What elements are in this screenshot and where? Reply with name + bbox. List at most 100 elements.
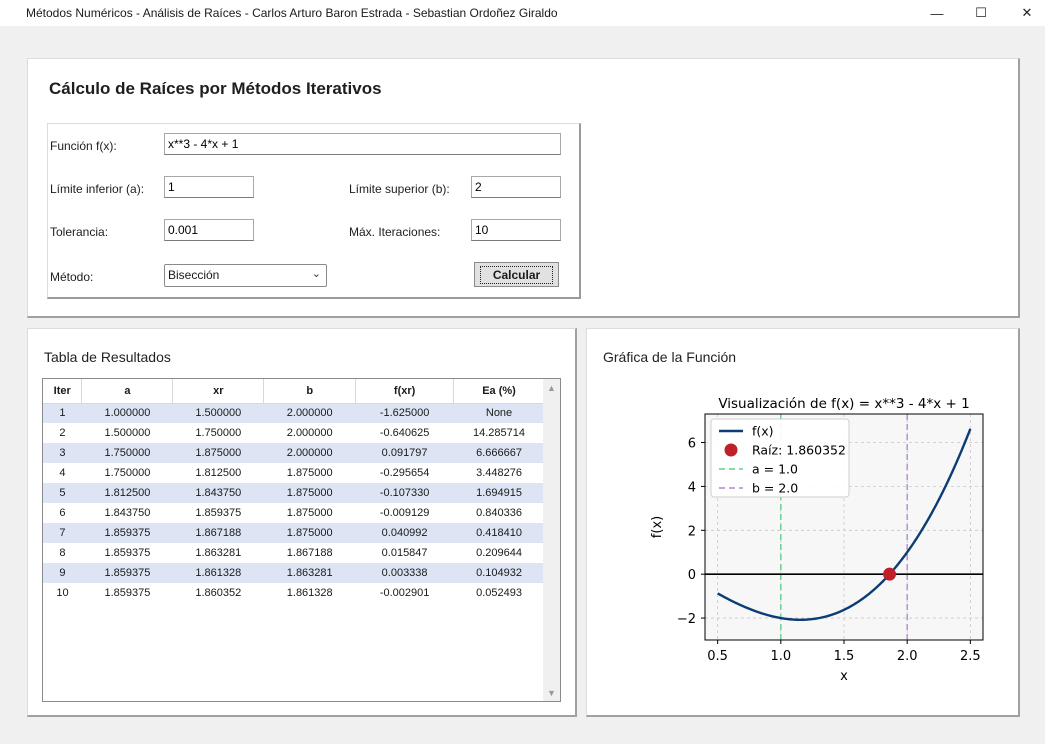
- method-select-value: Bisección: [168, 268, 220, 282]
- table-cell: -1.625000: [355, 403, 454, 423]
- legend-box: [710, 418, 850, 498]
- scroll-up-icon[interactable]: ▲: [547, 382, 556, 393]
- table-cell: 1.812500: [81, 483, 173, 503]
- table-header-row: Iter a xr b f(xr) Ea (%): [43, 379, 545, 404]
- table-cell: 2.000000: [263, 403, 356, 423]
- table-cell: 1.750000: [104, 467, 151, 479]
- function-label: Función f(x):: [50, 139, 117, 153]
- table-cell: 1.859375: [104, 587, 151, 599]
- x-tick-label: 1.5: [834, 649, 855, 664]
- root-point: [883, 567, 897, 581]
- function-input[interactable]: [164, 133, 561, 155]
- table-cell: 1.875000: [286, 507, 333, 519]
- x-tick-label: 2.5: [960, 649, 981, 664]
- table-row[interactable]: 1 1.000000 1.500000 2.000000 -1.625000 None: [43, 403, 545, 423]
- table-cell: -0.002901: [379, 587, 430, 599]
- calculate-button[interactable]: Calcular: [474, 262, 559, 287]
- lower-limit-label: Límite inferior (a):: [50, 182, 145, 196]
- x-axis-label: x: [840, 669, 848, 684]
- table-cell: 0.015847: [381, 547, 428, 559]
- table-cell: 1.875000: [263, 523, 356, 543]
- table-cell: 2: [59, 427, 66, 439]
- table-cell: 1.694915: [453, 483, 545, 503]
- table-cell: 1.863281: [195, 547, 242, 559]
- table-cell: 8: [59, 547, 66, 559]
- column-header-b[interactable]: b: [263, 379, 357, 404]
- table-cell: 0.052493: [476, 587, 522, 599]
- table-row[interactable]: 10 1.859375 1.860352 1.861328 -0.002901 0.052…: [43, 583, 545, 603]
- table-row[interactable]: 2 1.500000 1.750000 2.000000 -0.640625 14.285…: [43, 423, 545, 443]
- table-cell: 9: [43, 563, 82, 583]
- window-title: Métodos Numéricos - Análisis de Raíces -…: [26, 6, 558, 20]
- column-header-iter[interactable]: Iter: [43, 379, 83, 404]
- upper-limit-input[interactable]: [471, 176, 561, 198]
- table-row[interactable]: 6 1.843750 1.859375 1.875000 -0.009129 0.8403…: [43, 503, 545, 523]
- table-cell: 1.750000: [195, 427, 242, 439]
- series-fx-line: [717, 428, 972, 621]
- table-cell: 0.104932: [453, 563, 545, 583]
- table-cell: 1.750000: [81, 443, 173, 463]
- table-cell: 1.859375: [81, 523, 173, 543]
- table-cell: 2.000000: [286, 427, 333, 439]
- window-titlebar: Métodos Numéricos - Análisis de Raíces -…: [0, 0, 1045, 26]
- table-cell: 2.000000: [263, 443, 356, 463]
- table-row[interactable]: 4 1.750000 1.812500 1.875000 -0.295654 3.4482…: [43, 463, 545, 483]
- table-row[interactable]: 8 1.859375 1.863281 1.867188 0.015847 0.20964…: [43, 543, 545, 563]
- close-button[interactable]: ✕: [1021, 5, 1033, 20]
- method-label: Método:: [50, 270, 94, 284]
- column-header-a[interactable]: a: [81, 379, 174, 404]
- table-cell: 6.666667: [453, 443, 545, 463]
- table-row[interactable]: 5 1.812500 1.843750 1.875000 -0.107330 1.6949…: [43, 483, 545, 503]
- graph-title: Gráfica de la Función: [603, 349, 737, 365]
- max-iterations-label: Máx. Iteraciones:: [349, 225, 441, 239]
- table-cell: 1.875000: [172, 443, 264, 463]
- calculate-button-label: Calcular: [479, 265, 554, 284]
- x-tick-label: 1.0: [770, 649, 791, 664]
- column-header-fxr[interactable]: f(xr): [355, 379, 455, 404]
- y-tick-label: −2: [677, 612, 696, 627]
- minimize-button[interactable]: —: [930, 5, 944, 21]
- function-plot: 0.5 1.0 1.5 2.0 2.5 −2 0 2 4 6 Visualización de f(…: [650, 396, 984, 684]
- results-scrollbar[interactable]: ▲ ▼: [543, 379, 560, 701]
- method-select[interactable]: Bisección ⌄: [164, 264, 327, 287]
- upper-limit-label: Límite superior (b):: [349, 182, 450, 196]
- max-iterations-input[interactable]: [471, 219, 561, 241]
- table-cell: 4: [59, 467, 66, 479]
- column-header-ea[interactable]: Ea (%): [453, 379, 545, 404]
- parameters-frame: Función f(x): Límite inferior (a): Límit…: [47, 123, 581, 299]
- input-panel: Cálculo de Raíces por Métodos Iterativos…: [27, 58, 1020, 318]
- table-row[interactable]: 9 1.859375 1.861328 1.863281 0.003338 0.10493…: [43, 563, 545, 583]
- table-cell: 1.875000: [263, 483, 356, 503]
- table-cell: -0.107330: [355, 483, 454, 503]
- table-cell: -0.640625: [379, 427, 430, 439]
- table-cell: 1.863281: [263, 563, 356, 583]
- table-cell: 6: [59, 507, 66, 519]
- maximize-button[interactable]: ☐: [975, 5, 987, 20]
- chevron-down-icon: ⌄: [311, 268, 321, 280]
- results-table: Iter a xr b f(xr) Ea (%) 1 1.000000 1.5000…: [43, 379, 545, 603]
- table-cell: -0.295654: [379, 467, 430, 479]
- table-row[interactable]: 7 1.859375 1.867188 1.875000 0.040992 0.41841…: [43, 523, 545, 543]
- scroll-down-icon[interactable]: ▼: [547, 687, 556, 698]
- tolerance-input[interactable]: [164, 219, 254, 241]
- results-table-container[interactable]: Iter a xr b f(xr) Ea (%) 1 1.000000 1.5000…: [42, 378, 561, 702]
- chart-title: Visualización de f(x) = x**3 - 4*x + 1: [718, 396, 969, 412]
- table-cell: 0.040992: [355, 523, 454, 543]
- graph-panel: Gráfica de la Función 0.5 1.0 1.5 2.0 2.5 −2 0…: [586, 328, 1020, 717]
- table-cell: 1.500000: [172, 403, 264, 423]
- table-cell: 1.867188: [286, 547, 333, 559]
- results-title: Tabla de Resultados: [44, 349, 171, 365]
- y-tick-label: 4: [688, 480, 696, 495]
- y-tick-label: 2: [688, 524, 696, 539]
- y-tick-label: 0: [688, 568, 696, 583]
- column-header-xr[interactable]: xr: [172, 379, 265, 404]
- y-axis-label: f(x): [650, 516, 665, 538]
- table-cell: 0.840336: [476, 507, 522, 519]
- table-cell: 1.861328: [286, 587, 333, 599]
- table-row[interactable]: 3 1.750000 1.875000 2.000000 0.091797 6.66666…: [43, 443, 545, 463]
- table-cell: 1.500000: [104, 427, 151, 439]
- table-cell: -0.009129: [379, 507, 430, 519]
- tolerance-label: Tolerancia:: [50, 225, 109, 239]
- lower-limit-input[interactable]: [164, 176, 254, 198]
- x-tick-label: 0.5: [707, 649, 728, 664]
